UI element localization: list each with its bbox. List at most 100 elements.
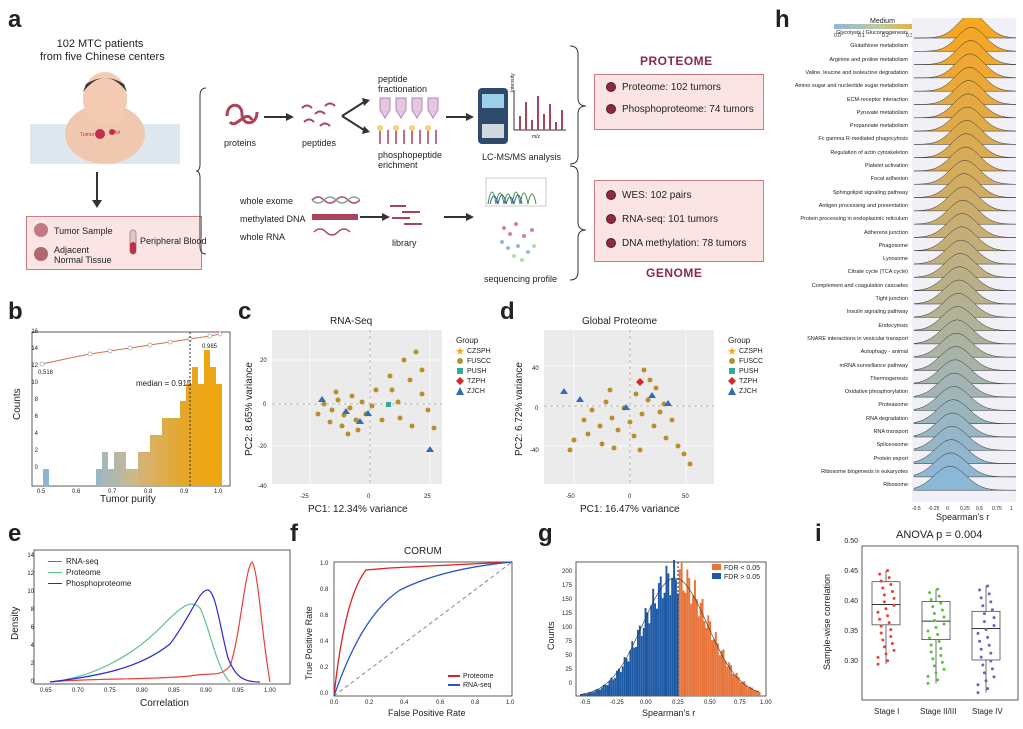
hist-bar [602,684,605,696]
hist-bar [618,668,620,696]
hist-bar [665,565,668,696]
hist-bar [583,693,586,696]
sample-point [942,622,946,626]
ridge [913,18,1017,39]
hist-bar [735,672,738,696]
d-ytick: 40 [532,366,539,372]
hist-bar [733,674,736,696]
pathway-label: Arginine and proline metabolism [829,56,908,63]
sample-point [879,624,883,628]
circle-icon [457,358,463,365]
f-ylabel: True Positive Rate [304,606,314,680]
hist-bar [629,650,632,696]
panel-label-a: a [8,6,22,33]
e-xtick: 0.70 [72,688,84,694]
hist-bar [633,647,636,696]
e-legend-item: RNA-seq [48,556,131,567]
sample-point [926,674,930,678]
ytick: 175 [561,583,572,589]
pathway-label: Sphingolipid signaling pathway [832,189,908,196]
diamond-icon [456,377,464,386]
sample-legend-box [26,216,202,270]
methylation-item: DNA methylation: 78 tumors [606,238,747,249]
proteome-box [594,74,764,130]
hist-bar [657,583,660,696]
ytick: 14 [31,346,38,352]
h-xtick: 1 [1010,506,1013,512]
box [971,610,1001,661]
mz-label: m/z [532,134,541,140]
ridge [913,386,1017,411]
sample-point [940,660,944,664]
e-xtick: 0.95 [232,688,244,694]
hist-bar [684,592,687,696]
ridge [913,399,1017,424]
pathway-label: Complement and coagulation cascades [811,282,908,289]
group-legend-d: Group CZSPH FUSCC PUSH TZPH ZJCH [728,336,763,397]
hist-bar [728,662,731,696]
hist-bar [616,670,618,696]
spectrum-icon [513,90,566,131]
sample-point [937,594,941,598]
hist-bar [711,640,713,696]
hist-bar [730,665,732,696]
pathway-label: Lysosome [883,256,908,263]
legend-title: Group [456,336,479,345]
ridge [913,372,1017,398]
hist-bar [756,690,759,696]
i-xtick: Stage IV [972,707,1003,716]
hist-bar [697,616,700,696]
arrow-proteins-peptides [264,113,294,121]
sample-point [928,591,932,595]
sample-point [939,646,943,650]
sample-point [892,648,896,652]
legend-label: ZJCH [467,388,485,395]
hist-bar [638,625,641,696]
colorbar [834,24,926,29]
e-xtick: 0.75 [104,688,116,694]
pathway-label: Focal adhesion [870,176,908,183]
hist-bar [716,643,719,696]
d-ytick: -40 [530,448,539,454]
ridge [913,213,1017,238]
sample-point [982,620,986,624]
square-icon [457,368,463,375]
proteome-header: PROTEOME [640,54,713,68]
sample-point [878,572,882,576]
hist-bar [593,691,596,696]
ridge [913,226,1017,252]
e-xtick: 0.80 [136,688,148,694]
phospho-label-2: erichment [378,160,418,170]
arrow-to-seq [444,213,474,221]
split-arrows [341,98,370,134]
hist-bar [703,621,706,696]
e-ylabel: Density [10,606,21,640]
sample-point [987,592,991,596]
ytick: 1.0 [320,561,329,567]
ytick: 4 [30,643,34,649]
low-label: 0.516 [38,370,54,376]
square-icon [729,368,735,375]
ytick: 4 [34,431,38,437]
hist-bar [597,689,599,696]
ytick: 16 [31,329,38,335]
ytick: 6 [34,414,38,420]
g-xtick: 0.75 [734,700,746,706]
dna-rna-icons [311,196,360,236]
legend-label: FUSCC [467,358,492,365]
legend-title: Group [728,336,751,345]
peptides-label: peptides [302,138,337,148]
g-xtick: 1.00 [760,700,772,706]
ytick: 0.45 [844,568,858,575]
patient-illustration [30,72,180,164]
hist-bar [625,658,628,696]
hist-bar [659,576,662,696]
sample-point [937,639,941,643]
hist-bar [737,677,740,696]
pathway-label: Autophagy - animal [860,349,908,356]
f-xtick: 0.2 [365,700,374,706]
c-ytick: 0 [263,402,267,408]
f-xtick: 0.8 [471,700,480,706]
hist-bar [591,692,594,696]
pathway-label: RNA degradation [866,415,908,422]
